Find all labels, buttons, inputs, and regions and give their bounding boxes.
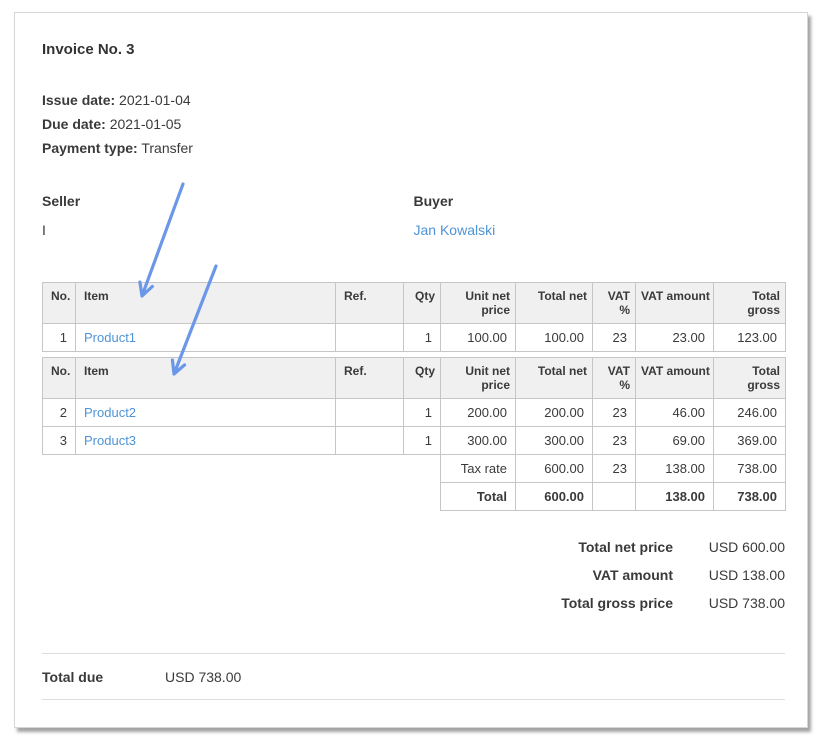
seller-block: Seller I xyxy=(42,193,414,238)
item-name-cell: Product2 xyxy=(75,398,336,427)
summary-cell: 138.00 xyxy=(635,454,714,483)
table-cell: 200.00 xyxy=(440,398,516,427)
vat-amount-label: VAT amount xyxy=(592,567,673,583)
totals-section: Total net price USD 600.00 VAT amount US… xyxy=(42,533,785,617)
issue-date-value: 2021-01-04 xyxy=(119,92,191,108)
payment-type-label: Payment type: xyxy=(42,140,138,156)
summary-cell: Tax rate xyxy=(440,454,516,483)
vat-amount-value: USD 138.00 xyxy=(708,567,785,583)
table-cell: 100.00 xyxy=(515,323,593,352)
total-gross-price-label: Total gross price xyxy=(561,595,673,611)
item-row: 2 Product2 1 200.00 200.00 23 46.00 246.00 xyxy=(42,398,786,427)
column-header-total-net: Total net xyxy=(515,282,593,324)
payment-type-value: Transfer xyxy=(141,140,193,156)
column-header-total-gross: Total gross xyxy=(713,282,786,324)
summary-cell xyxy=(592,482,636,511)
invoice-title: Invoice No. 3 xyxy=(42,41,135,58)
column-header-qty: Qty xyxy=(403,282,441,324)
total-due-label: Total due xyxy=(42,668,104,685)
table-cell: 123.00 xyxy=(713,323,786,352)
buyer-block: Buyer Jan Kowalski xyxy=(414,193,786,238)
item-row: 1 Product1 1 100.00 100.00 23 23.00 123.00 xyxy=(42,323,786,352)
product-link[interactable]: Product3 xyxy=(84,433,137,448)
table-cell xyxy=(335,323,404,352)
due-date-label: Due date: xyxy=(42,116,106,132)
table-cell: 1 xyxy=(403,323,441,352)
table-cell: 369.00 xyxy=(713,426,786,455)
table-cell: 3 xyxy=(42,426,76,455)
summary-cell: 738.00 xyxy=(713,454,786,483)
summary-row: Total 600.00 138.00 738.00 xyxy=(43,482,786,511)
summary-spacer-cell xyxy=(43,455,441,483)
table-cell: 69.00 xyxy=(635,426,714,455)
seller-heading: Seller xyxy=(42,193,81,209)
column-header-vat-: VAT % xyxy=(592,282,636,324)
summary-spacer-cell xyxy=(43,483,441,511)
column-header-ref-: Ref. xyxy=(335,357,404,399)
table-cell: 1 xyxy=(42,323,76,352)
table-cell xyxy=(335,398,404,427)
table-cell xyxy=(335,426,404,455)
summary-row: Tax rate 600.00 23 138.00 738.00 xyxy=(43,454,786,483)
item-row: 3 Product3 1 300.00 300.00 23 69.00 369.00 xyxy=(42,426,786,455)
column-header-unit-net-price: Unit net price xyxy=(440,357,516,399)
total-gross-price-row: Total gross price USD 738.00 xyxy=(42,589,785,617)
table-cell: 200.00 xyxy=(515,398,593,427)
table-cell: 1 xyxy=(403,398,441,427)
total-due-value: USD 738.00 xyxy=(165,668,242,685)
vat-amount-row: VAT amount USD 138.00 xyxy=(42,561,785,589)
table-cell: 246.00 xyxy=(713,398,786,427)
summary-cell: 23 xyxy=(592,454,636,483)
table-cell: 2 xyxy=(42,398,76,427)
buyer-heading: Buyer xyxy=(413,193,454,209)
table-cell: 23 xyxy=(592,398,636,427)
parties-section: Seller I Buyer Jan Kowalski xyxy=(42,193,785,238)
table-cell: 23.00 xyxy=(635,323,714,352)
seller-name: I xyxy=(42,222,46,238)
column-header-total-gross: Total gross xyxy=(713,357,786,399)
total-due-row: Total due USD 738.00 xyxy=(42,653,785,700)
column-header-item: Item xyxy=(75,282,336,324)
column-header-no-: No. xyxy=(42,282,76,324)
summary-cell: 738.00 xyxy=(713,482,786,511)
column-header-vat-: VAT % xyxy=(592,357,636,399)
issue-date-line: Issue date: 2021-01-04 xyxy=(42,88,785,112)
product-link[interactable]: Product1 xyxy=(84,330,137,345)
column-header-vat-amount: VAT amount xyxy=(635,357,714,399)
column-header-total-net: Total net xyxy=(515,357,593,399)
items-table-2: No. Item Ref. Qty Unit net price Total net VAT… xyxy=(42,357,786,511)
column-header-ref-: Ref. xyxy=(335,282,404,324)
payment-type-line: Payment type: Transfer xyxy=(42,136,785,160)
summary-cell: 138.00 xyxy=(635,482,714,511)
table-cell: 23 xyxy=(592,426,636,455)
column-header-unit-net-price: Unit net price xyxy=(440,282,516,324)
product-link[interactable]: Product2 xyxy=(84,405,137,420)
total-net-price-row: Total net price USD 600.00 xyxy=(42,533,785,561)
total-net-price-value: USD 600.00 xyxy=(708,539,785,555)
due-date-value: 2021-01-05 xyxy=(109,116,182,132)
column-header-qty: Qty xyxy=(403,357,441,399)
issue-date-label: Issue date: xyxy=(42,92,116,108)
column-header-vat-amount: VAT amount xyxy=(635,282,714,324)
table-cell: 46.00 xyxy=(635,398,714,427)
table-cell: 300.00 xyxy=(515,426,593,455)
total-net-price-label: Total net price xyxy=(578,539,673,555)
summary-cell: 600.00 xyxy=(515,482,593,511)
item-name-cell: Product3 xyxy=(75,426,336,455)
column-header-no-: No. xyxy=(42,357,76,399)
items-table-1: No. Item Ref. Qty Unit net price Total net VAT… xyxy=(42,282,786,352)
summary-cell: 600.00 xyxy=(515,454,593,483)
invoice-meta: Issue date: 2021-01-04 Due date: 2021-01… xyxy=(42,88,785,160)
item-name-cell: Product1 xyxy=(75,323,336,352)
table-cell: 300.00 xyxy=(440,426,516,455)
invoice-page: Invoice No. 3 Issue date: 2021-01-04 Due… xyxy=(14,12,808,728)
table-cell: 23 xyxy=(592,323,636,352)
buyer-link[interactable]: Jan Kowalski xyxy=(413,222,496,238)
table-cell: 100.00 xyxy=(440,323,516,352)
column-header-item: Item xyxy=(75,357,336,399)
table-cell: 1 xyxy=(403,426,441,455)
due-date-line: Due date: 2021-01-05 xyxy=(42,112,785,136)
summary-cell: Total xyxy=(440,482,516,511)
total-gross-price-value: USD 738.00 xyxy=(708,595,785,611)
